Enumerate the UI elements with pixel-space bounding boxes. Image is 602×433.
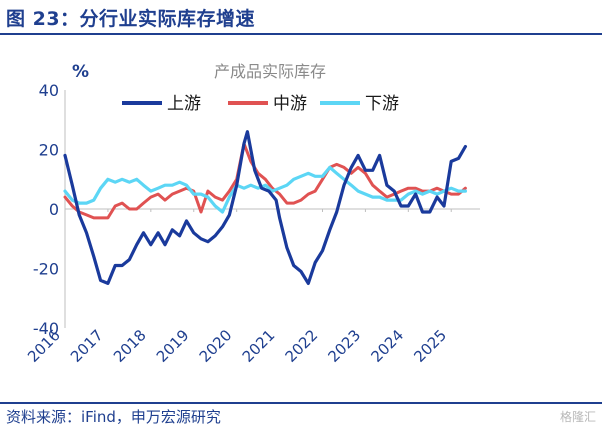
series-line-0 <box>63 130 467 285</box>
legend: 上游 中游 下游 <box>122 94 399 114</box>
watermark: 格隆汇 <box>559 410 596 424</box>
x-tick-label: 2024 <box>367 326 407 366</box>
x-tick-label: 2025 <box>410 326 450 366</box>
y-tick-label: 40 <box>39 81 59 100</box>
x-tick-label: 2021 <box>239 326 279 366</box>
y-axis-unit: % <box>72 62 89 82</box>
figure-title: 图 23：分行业实际库存增速 <box>6 8 256 30</box>
legend-label-2: 下游 <box>365 94 399 114</box>
x-tick-label: 2023 <box>325 326 365 366</box>
series-lines <box>63 130 467 285</box>
x-tick-label: 2020 <box>196 326 236 366</box>
x-tick-label: 2019 <box>153 326 193 366</box>
source-note: 资料来源：iFind，申万宏源研究 <box>6 408 221 426</box>
legend-label-1: 中游 <box>273 94 307 114</box>
x-tick-label: 2022 <box>282 326 322 366</box>
y-tick-label: 0 <box>49 200 59 219</box>
source-rule <box>0 402 602 404</box>
y-tick-label: -20 <box>33 260 59 279</box>
y-tick-label: 20 <box>39 141 59 160</box>
series-line-1 <box>63 142 467 220</box>
legend-label-0: 上游 <box>167 94 201 114</box>
title-rule <box>0 33 602 35</box>
y-tick-label: -40 <box>33 319 59 338</box>
chart-title: 产成品实际库存 <box>214 62 326 81</box>
x-tick-label: 2018 <box>110 326 150 366</box>
x-tick-label: 2017 <box>67 326 107 366</box>
